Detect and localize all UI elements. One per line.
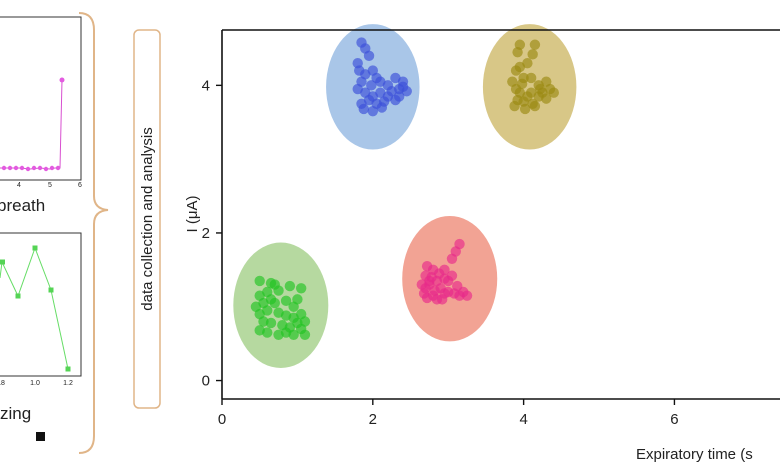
data-point-1-28 bbox=[516, 78, 528, 90]
data-point-1-2 bbox=[512, 46, 523, 58]
data-point-0-31 bbox=[366, 80, 377, 91]
left-top-frame bbox=[0, 16, 82, 181]
y-tick-label-0: 0 bbox=[202, 373, 210, 390]
left-top-panel: 4 5 6 breath bbox=[0, 16, 82, 215]
left-top-tick-4: 4 bbox=[17, 182, 21, 189]
data-point-2-12 bbox=[295, 283, 307, 294]
data-point-3-30 bbox=[439, 264, 450, 276]
left-top-line bbox=[0, 79, 63, 170]
left-bottom-tick-10: 1.0 bbox=[30, 380, 40, 387]
data-point-2-31 bbox=[288, 329, 299, 340]
data-point-2-33 bbox=[299, 329, 311, 340]
main-chart: 0 2 4 6 0 2 4 I (μA) Expiratory time (s bbox=[184, 24, 780, 463]
left-top-tick-5: 5 bbox=[48, 182, 52, 189]
data-point-1-6 bbox=[522, 58, 533, 69]
x-axis-label: Expiratory time (s bbox=[636, 446, 753, 463]
data-point-0-25 bbox=[394, 91, 405, 102]
x-tick-label-2: 2 bbox=[369, 411, 377, 428]
left-top-tick-6: 6 bbox=[78, 182, 82, 189]
data-point-3-26 bbox=[436, 294, 448, 305]
x-tick-label-6: 6 bbox=[670, 411, 678, 428]
left-bottom-legend-marker bbox=[36, 432, 45, 441]
data-point-2-13 bbox=[292, 294, 303, 305]
data-point-2-10 bbox=[280, 295, 292, 307]
data-point-2-16 bbox=[262, 305, 273, 316]
data-point-1-26 bbox=[541, 93, 552, 104]
x-tick-label-0: 0 bbox=[218, 411, 226, 428]
data-point-1-1 bbox=[529, 39, 541, 50]
left-bottom-line bbox=[0, 246, 69, 370]
data-point-0-30 bbox=[401, 86, 412, 97]
left-bottom-tick-08: .8 bbox=[0, 380, 5, 387]
data-point-2-22 bbox=[265, 317, 277, 329]
data-point-1-23 bbox=[509, 100, 520, 112]
data-point-0-27 bbox=[367, 105, 379, 117]
data-point-2-0 bbox=[254, 275, 265, 287]
data-point-3-2 bbox=[446, 253, 458, 264]
cluster-ellipse-2 bbox=[233, 242, 329, 369]
process-box bbox=[133, 29, 161, 409]
y-tick-label-4: 4 bbox=[202, 77, 210, 94]
left-bottom-panel: .8 1.0 1.2 zing bbox=[0, 232, 82, 441]
data-point-1-27 bbox=[535, 83, 546, 95]
data-point-3-29 bbox=[431, 275, 443, 287]
data-point-0-2 bbox=[363, 50, 375, 62]
left-top-caption: breath bbox=[0, 196, 45, 215]
data-point-3-28 bbox=[424, 275, 435, 287]
data-point-0-26 bbox=[358, 103, 369, 115]
data-point-1-25 bbox=[529, 100, 541, 112]
data-point-3-10 bbox=[446, 270, 458, 281]
data-point-2-9 bbox=[269, 297, 280, 309]
left-bottom-frame bbox=[0, 232, 82, 377]
left-top-markers bbox=[1, 77, 65, 172]
data-point-0-23 bbox=[386, 86, 397, 97]
data-point-3-21 bbox=[461, 290, 473, 301]
data-point-1-8 bbox=[525, 72, 537, 84]
process-label: data collection and analysis bbox=[139, 127, 156, 310]
data-point-1-3 bbox=[527, 49, 538, 60]
left-bottom-markers bbox=[0, 245, 71, 372]
data-point-0-28 bbox=[376, 102, 388, 113]
data-point-1-24 bbox=[519, 103, 531, 115]
cluster-ellipse-1 bbox=[482, 24, 577, 150]
data-point-2-28 bbox=[262, 327, 273, 338]
left-bottom-caption: zing bbox=[0, 404, 31, 423]
data-point-3-27 bbox=[449, 288, 460, 299]
x-tick-label-4: 4 bbox=[519, 411, 527, 428]
data-point-2-3 bbox=[284, 280, 296, 292]
data-point-1-12 bbox=[548, 87, 559, 98]
left-bottom-tick-12: 1.2 bbox=[63, 380, 73, 387]
y-tick-label-2: 2 bbox=[202, 225, 210, 242]
data-point-2-5 bbox=[273, 285, 284, 296]
y-axis-label: I (μA) bbox=[184, 196, 201, 233]
curly-brace bbox=[78, 12, 109, 454]
